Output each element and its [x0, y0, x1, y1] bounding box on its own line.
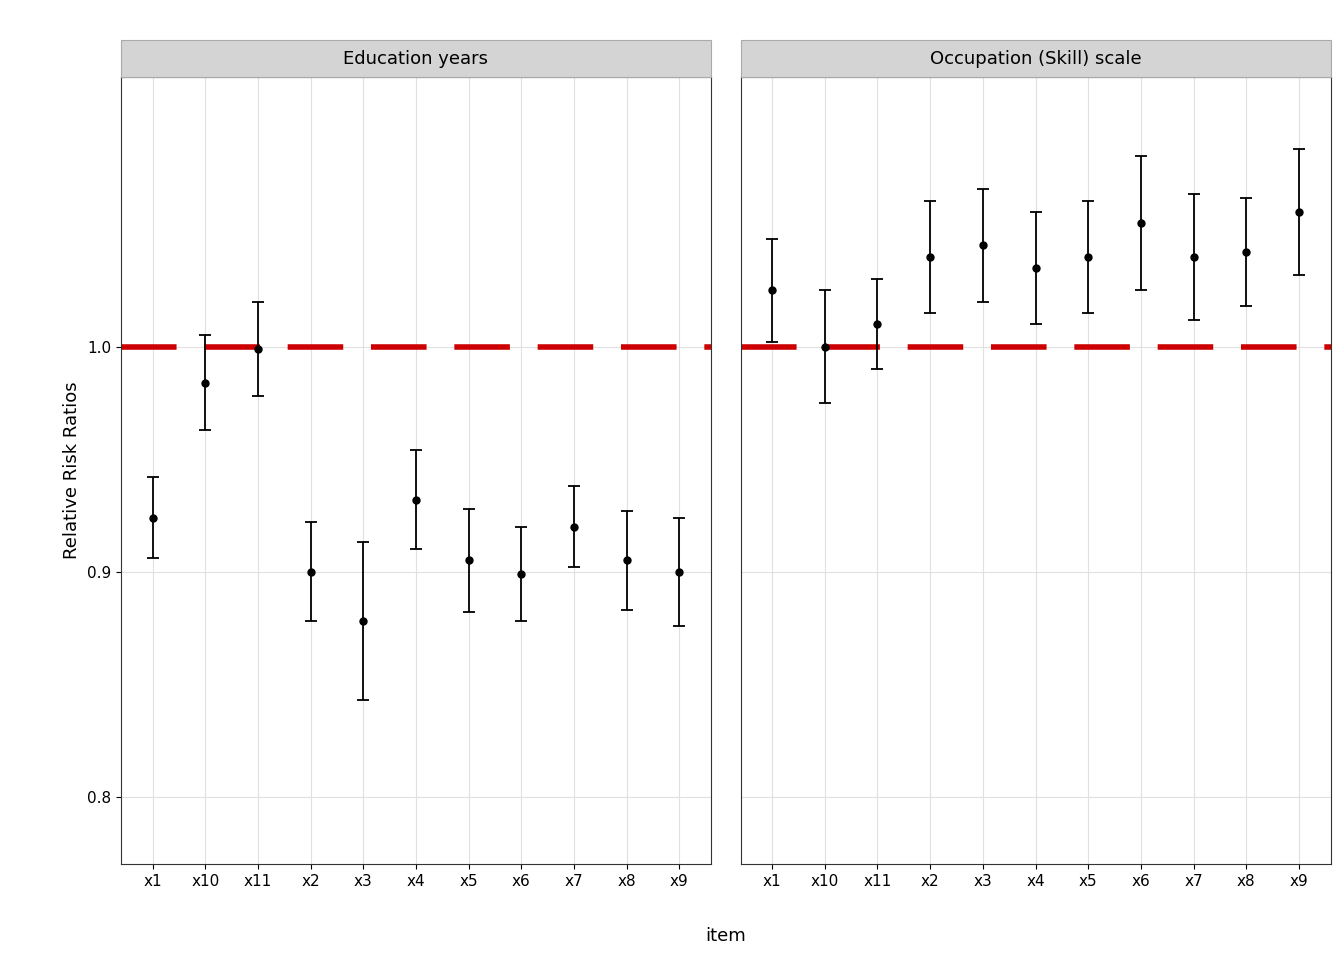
Y-axis label: Relative Risk Ratios: Relative Risk Ratios [63, 381, 82, 560]
Text: item: item [706, 926, 746, 945]
Text: Education years: Education years [344, 50, 488, 67]
Text: Occupation (Skill) scale: Occupation (Skill) scale [930, 50, 1141, 67]
